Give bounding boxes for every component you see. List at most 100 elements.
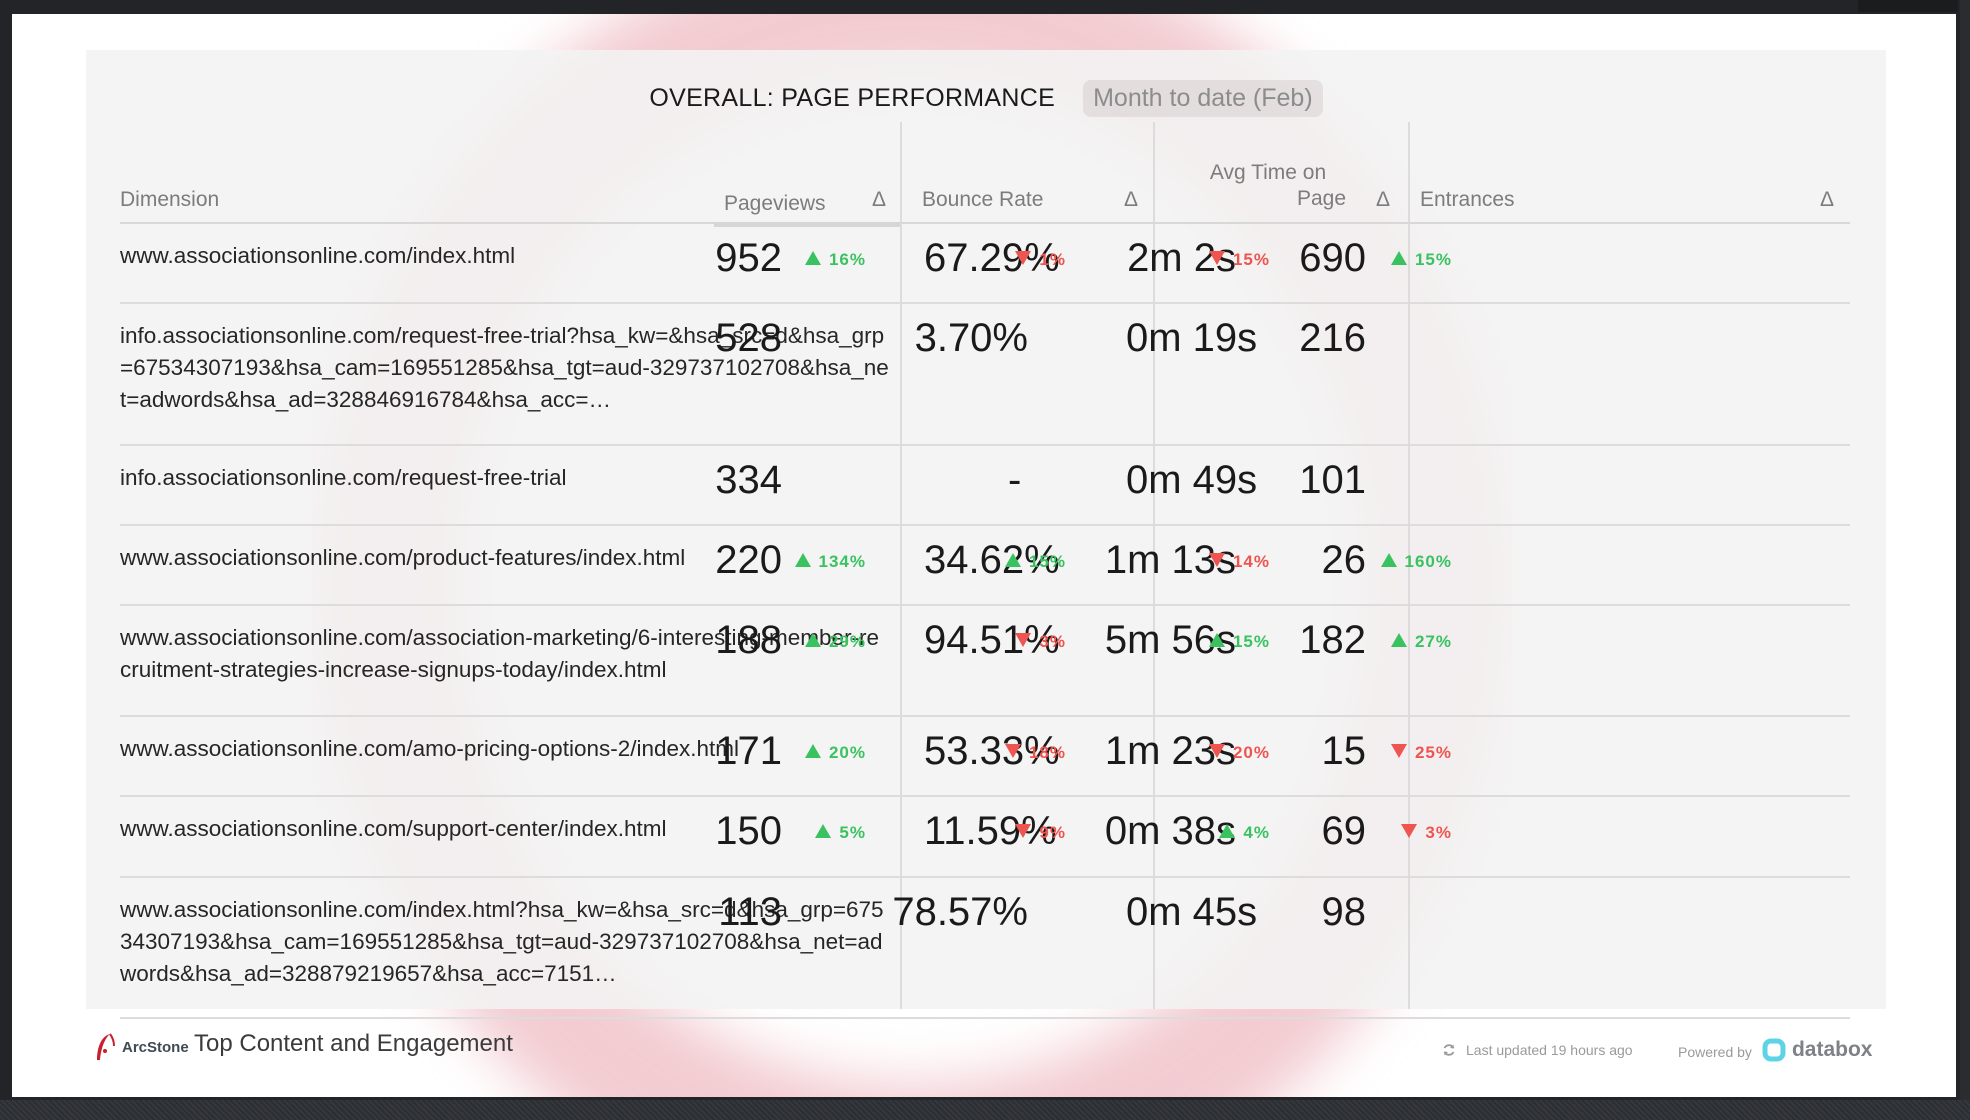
arrow-up-icon	[794, 553, 811, 567]
brand-name: ArcStone	[122, 1038, 189, 1056]
table-row[interactable]: info.associationsonline.com/request-free…	[120, 446, 1850, 526]
arrow-up-icon	[1380, 553, 1397, 567]
header-avg-time-line2: Page	[1296, 187, 1346, 210]
arrow-up-icon	[1390, 251, 1407, 265]
bounce-rate-value: 67.29%	[924, 236, 1060, 280]
arrow-up-icon	[815, 824, 832, 838]
entrances-value: 690	[1299, 236, 1366, 280]
arrow-up-icon	[1004, 553, 1021, 567]
avg-time-change: 15%	[1208, 250, 1270, 270]
table-row[interactable]: www.associationsonline.com/association-m…	[120, 606, 1850, 717]
avg-time-value: 0m 38s	[1104, 809, 1236, 853]
arrow-up-icon	[1390, 633, 1407, 647]
arrow-down-icon	[1015, 251, 1032, 265]
performance-table: Dimension Pageviews Δ Bounce Rate Δ Avg …	[120, 122, 1850, 1019]
arrow-up-icon	[1208, 633, 1225, 647]
page-performance-widget: OVERALL: PAGE PERFORMANCE Month to date …	[86, 50, 1886, 1019]
table-row[interactable]: www.associationsonline.com/index.html?hs…	[120, 878, 1850, 1019]
change-percent: 9%	[1039, 823, 1066, 842]
bounce-rate-change: 3%	[1015, 632, 1066, 652]
dimension-cell: www.associationsonline.com/association-m…	[120, 625, 880, 682]
refresh-icon[interactable]	[1442, 1043, 1456, 1057]
change-percent: 15%	[1028, 552, 1066, 571]
pageviews-change: 16%	[804, 250, 866, 270]
entrances-change: 25%	[1390, 743, 1452, 763]
column-divider	[1153, 122, 1155, 1009]
dimension-cell: www.associationsonline.com/amo-pricing-o…	[120, 736, 740, 761]
dashboard-title: Top Content and Engagement	[194, 1030, 513, 1057]
table-row[interactable]: www.associationsonline.com/amo-pricing-o…	[120, 717, 1850, 797]
header-entrances[interactable]: Entrances	[1420, 188, 1515, 211]
column-divider	[1408, 122, 1410, 1009]
pageviews-value: 150	[715, 809, 782, 853]
header-pageviews[interactable]: Pageviews	[724, 192, 826, 215]
dimension-cell: www.associationsonline.com/support-cente…	[120, 816, 667, 841]
arrow-up-icon	[1219, 824, 1236, 838]
entrances-change: 160%	[1380, 552, 1452, 572]
pageviews-change: 29%	[804, 632, 866, 652]
bounce-rate-value: 94.51%	[924, 618, 1060, 662]
bounce-rate-change: 18%	[1004, 743, 1066, 763]
table-header: Dimension Pageviews Δ Bounce Rate Δ Avg …	[120, 122, 1850, 227]
date-range-badge[interactable]: Month to date (Feb)	[1083, 79, 1323, 117]
window-edge	[1960, 0, 1970, 1120]
databox-name: databox	[1791, 1038, 1873, 1061]
header-pageviews-delta[interactable]: Δ	[872, 188, 887, 211]
arrow-up-icon	[804, 744, 821, 758]
pageviews-value: 171	[715, 729, 782, 773]
avg-time-value: 0m 49s	[1126, 458, 1258, 502]
header-entrances-delta[interactable]: Δ	[1820, 188, 1835, 211]
avg-time-value: 0m 45s	[1126, 890, 1258, 934]
table-row[interactable]: www.associationsonline.com/support-cente…	[120, 797, 1850, 878]
avg-time-value: 0m 19s	[1126, 316, 1258, 360]
header-bounce-rate[interactable]: Bounce Rate	[922, 188, 1044, 211]
arrow-down-icon	[1004, 744, 1021, 758]
entrances-value: 69	[1321, 809, 1367, 853]
powered-by: Powered by databox	[1678, 1038, 1872, 1062]
arrow-down-icon	[1390, 744, 1407, 758]
arrow-down-icon	[1208, 553, 1225, 567]
arrow-down-icon	[1401, 824, 1418, 838]
arrow-down-icon	[1208, 744, 1225, 758]
bounce-rate-change: 9%	[1015, 823, 1066, 843]
databox-logo[interactable]: databox	[1762, 1038, 1873, 1062]
header-avg-time-line1: Avg Time on	[1209, 161, 1327, 184]
arrow-down-icon	[1015, 824, 1032, 838]
table-row[interactable]: www.associationsonline.com/index.html 952…	[120, 224, 1850, 304]
header-avg-time[interactable]: Avg Time on Page	[1160, 160, 1346, 212]
change-percent: 134%	[818, 552, 866, 571]
change-percent: 25%	[1414, 743, 1452, 762]
top-bar	[1858, 0, 1958, 12]
avg-time-change: 15%	[1208, 632, 1270, 652]
avg-time-change: 14%	[1208, 552, 1270, 572]
dashboard-screen: OVERALL: PAGE PERFORMANCE Month to date …	[12, 14, 1956, 1097]
change-percent: 15%	[1232, 632, 1270, 651]
entrances-value: 98	[1321, 890, 1367, 934]
entrances-value: 216	[1299, 316, 1366, 360]
change-percent: 3%	[1425, 823, 1452, 842]
arrow-down-icon	[1208, 251, 1225, 265]
dimension-cell: www.associationsonline.com/index.html	[120, 243, 516, 268]
header-avg-time-delta[interactable]: Δ	[1376, 188, 1391, 211]
bounce-rate-value: 11.59%	[924, 809, 1057, 853]
table-body: www.associationsonline.com/index.html 952…	[120, 224, 1850, 1019]
powered-by-label: Powered by	[1678, 1044, 1752, 1060]
entrances-value: 15	[1321, 729, 1367, 773]
header-bounce-rate-delta[interactable]: Δ	[1124, 188, 1139, 211]
dimension-cell: www.associationsonline.com/product-featu…	[120, 545, 686, 570]
dashboard-footer: ArcStone Top Content and Engagement Last…	[86, 1022, 1886, 1082]
bounce-rate-value: -	[1008, 458, 1022, 502]
bottom-edge	[0, 1100, 1970, 1120]
pageviews-change: 5%	[815, 823, 866, 843]
avg-time-change: 4%	[1219, 823, 1270, 843]
widget-title: OVERALL: PAGE PERFORMANCE	[649, 83, 1056, 112]
table-row[interactable]: info.associationsonline.com/request-free…	[120, 304, 1850, 446]
entrances-value: 182	[1299, 618, 1366, 662]
change-percent: 14%	[1232, 552, 1270, 571]
avg-time-change: 20%	[1208, 743, 1270, 763]
change-percent: 4%	[1243, 823, 1270, 842]
pageviews-value: 334	[715, 458, 782, 502]
header-dimension[interactable]: Dimension	[120, 188, 220, 211]
change-percent: 16%	[828, 250, 866, 269]
table-row[interactable]: www.associationsonline.com/product-featu…	[120, 526, 1850, 606]
